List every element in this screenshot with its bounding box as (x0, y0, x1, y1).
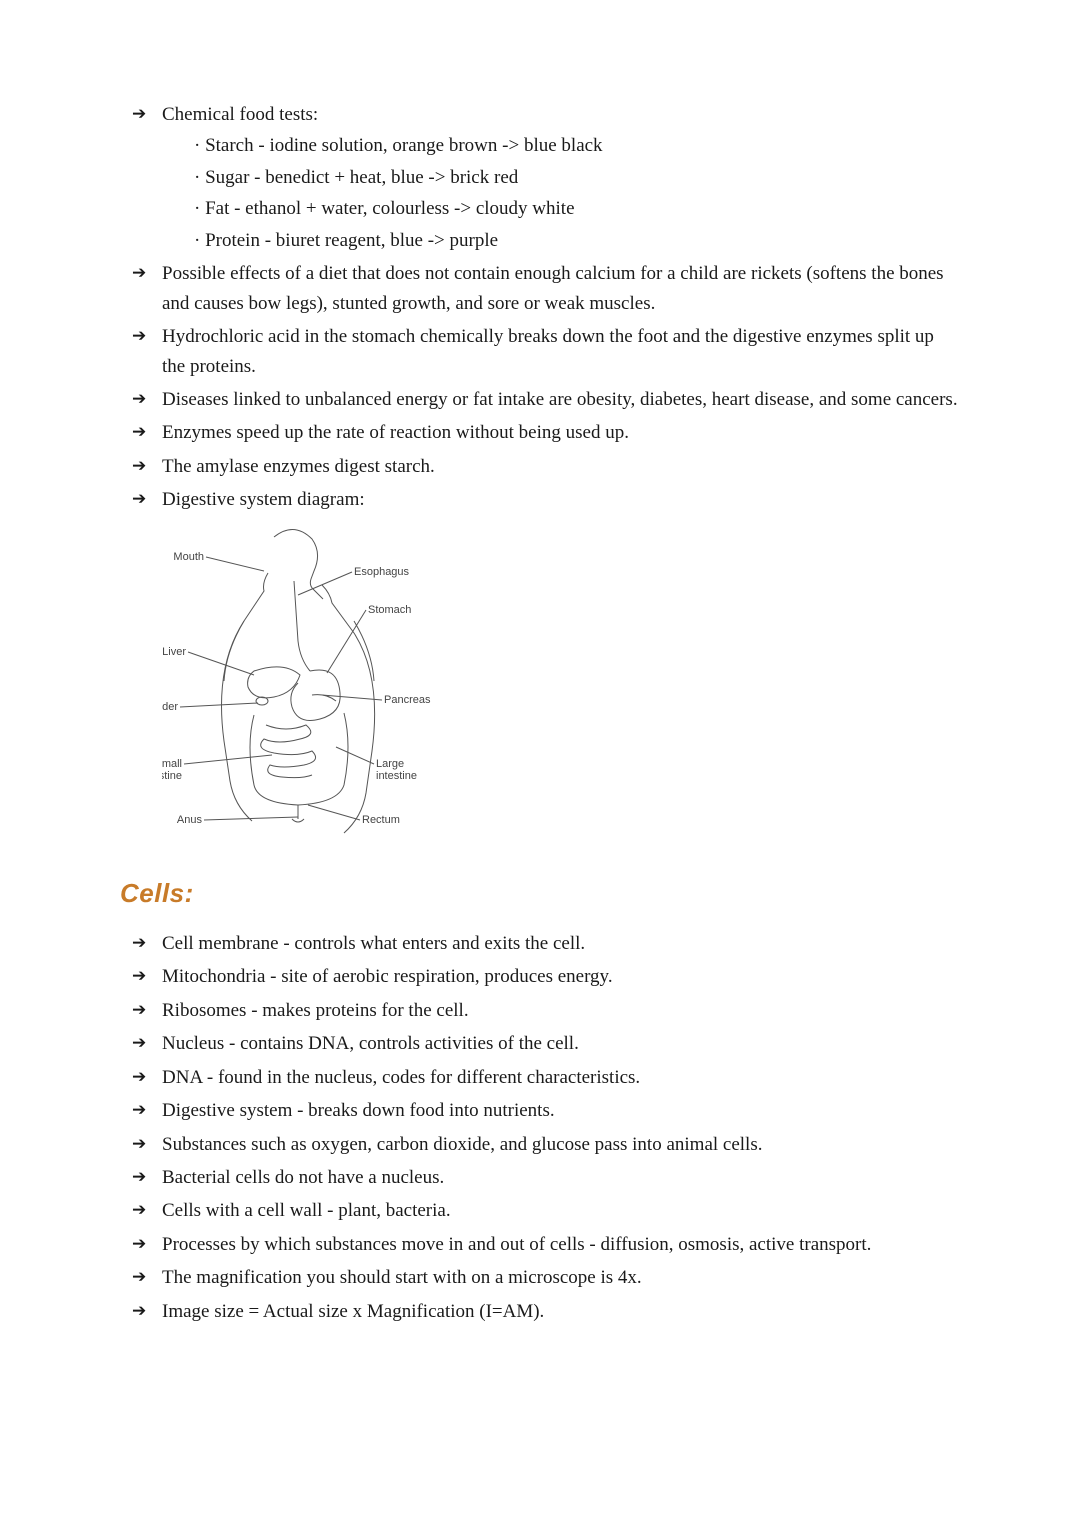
item-text: Chemical food tests: (162, 104, 318, 125)
list-item: The magnification you should start with … (162, 1263, 960, 1292)
list-item: Processes by which substances move in an… (162, 1230, 960, 1259)
svg-text:intestine: intestine (162, 770, 182, 782)
list-item: Digestive system diagram: (162, 485, 960, 514)
list-item: Hydrochloric acid in the stomach chemica… (162, 322, 960, 381)
svg-text:Mouth: Mouth (173, 551, 204, 563)
list-item: The amylase enzymes digest starch. (162, 452, 960, 481)
svg-text:Small: Small (162, 758, 182, 770)
list-item: Enzymes speed up the rate of reaction wi… (162, 418, 960, 447)
list-item: Nucleus - contains DNA, controls activit… (162, 1029, 960, 1058)
svg-text:Large: Large (376, 758, 404, 770)
list-item: Image size = Actual size x Magnification… (162, 1297, 960, 1326)
cells-heading: Cells: (120, 873, 960, 913)
svg-text:Liver: Liver (162, 646, 186, 658)
list-item: Diseases linked to unbalanced energy or … (162, 385, 960, 414)
cells-notes-list: Cell membrane - controls what enters and… (120, 929, 960, 1326)
sub-item: Starch - iodine solution, orange brown -… (194, 131, 960, 160)
digestive-system-diagram: Mouth Esophagus Stomach Liver Gallbladder Pan… (162, 525, 960, 845)
svg-text:Stomach: Stomach (368, 604, 411, 616)
food-tests-sublist: Starch - iodine solution, orange brown -… (162, 131, 960, 255)
svg-text:Gallbladder: Gallbladder (162, 701, 178, 713)
svg-text:Rectum: Rectum (362, 814, 400, 826)
list-item: Bacterial cells do not have a nucleus. (162, 1163, 960, 1192)
digestion-notes-list: Chemical food tests: Starch - iodine sol… (120, 100, 960, 515)
list-item: Cell membrane - controls what enters and… (162, 929, 960, 958)
sub-item: Protein - biuret reagent, blue -> purple (194, 226, 960, 255)
list-item: Mitochondria - site of aerobic respirati… (162, 962, 960, 991)
svg-text:Pancreas: Pancreas (384, 694, 431, 706)
list-item: Cells with a cell wall - plant, bacteria… (162, 1196, 960, 1225)
svg-text:Esophagus: Esophagus (354, 566, 410, 578)
digestive-system-svg: Mouth Esophagus Stomach Liver Gallbladder Pan… (162, 525, 452, 845)
list-item: Chemical food tests: Starch - iodine sol… (162, 100, 960, 255)
list-item: Ribosomes - makes proteins for the cell. (162, 996, 960, 1025)
list-item: Substances such as oxygen, carbon dioxid… (162, 1130, 960, 1159)
list-item: Digestive system - breaks down food into… (162, 1096, 960, 1125)
svg-text:intestine: intestine (376, 770, 417, 782)
list-item: Possible effects of a diet that does not… (162, 259, 960, 318)
sub-item: Fat - ethanol + water, colourless -> clo… (194, 194, 960, 223)
svg-text:Anus: Anus (177, 814, 203, 826)
list-item: DNA - found in the nucleus, codes for di… (162, 1063, 960, 1092)
sub-item: Sugar - benedict + heat, blue -> brick r… (194, 163, 960, 192)
